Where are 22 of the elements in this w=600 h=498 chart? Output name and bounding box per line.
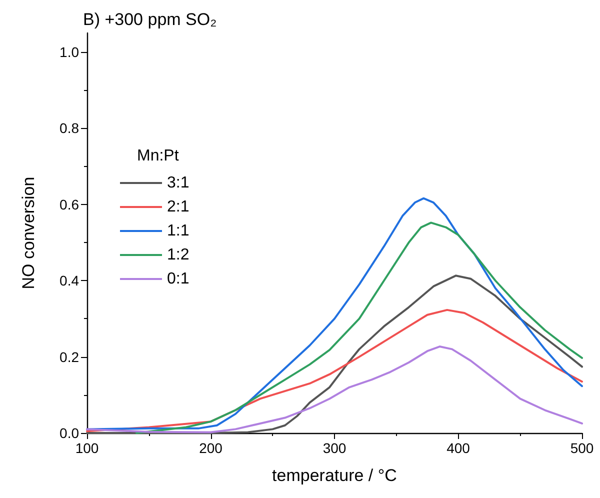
y-axis-title: NO conversion	[19, 176, 38, 290]
line-series	[86, 197, 583, 430]
legend-label: 1:2	[167, 246, 190, 264]
y-tick-label: 0.6	[60, 196, 80, 212]
legend-title: Mn:Pt	[137, 148, 180, 164]
legend-label: 2:1	[167, 198, 190, 216]
x-tick-label: 500	[570, 440, 594, 456]
x-tick-label: 100	[75, 440, 99, 456]
x-tick-label: 200	[199, 440, 223, 456]
y-tick-label: 0.0	[60, 425, 80, 441]
x-axis-title: temperature / °C	[272, 466, 397, 485]
legend-label: 1:1	[167, 222, 190, 240]
y-tick-label: 0.8	[60, 120, 80, 136]
x-tick-label: 300	[322, 440, 346, 456]
legend-label: 3:1	[167, 174, 190, 192]
y-tick-label: 0.2	[60, 348, 80, 365]
x-tick-label: 400	[446, 440, 470, 456]
chart-title: B) +300 ppm SO₂	[83, 10, 217, 29]
y-tick-label: 1.0	[60, 44, 80, 60]
line-series	[136, 222, 583, 434]
y-tick-label: 0.4	[60, 272, 80, 289]
legend-label: 0:1	[167, 270, 190, 288]
